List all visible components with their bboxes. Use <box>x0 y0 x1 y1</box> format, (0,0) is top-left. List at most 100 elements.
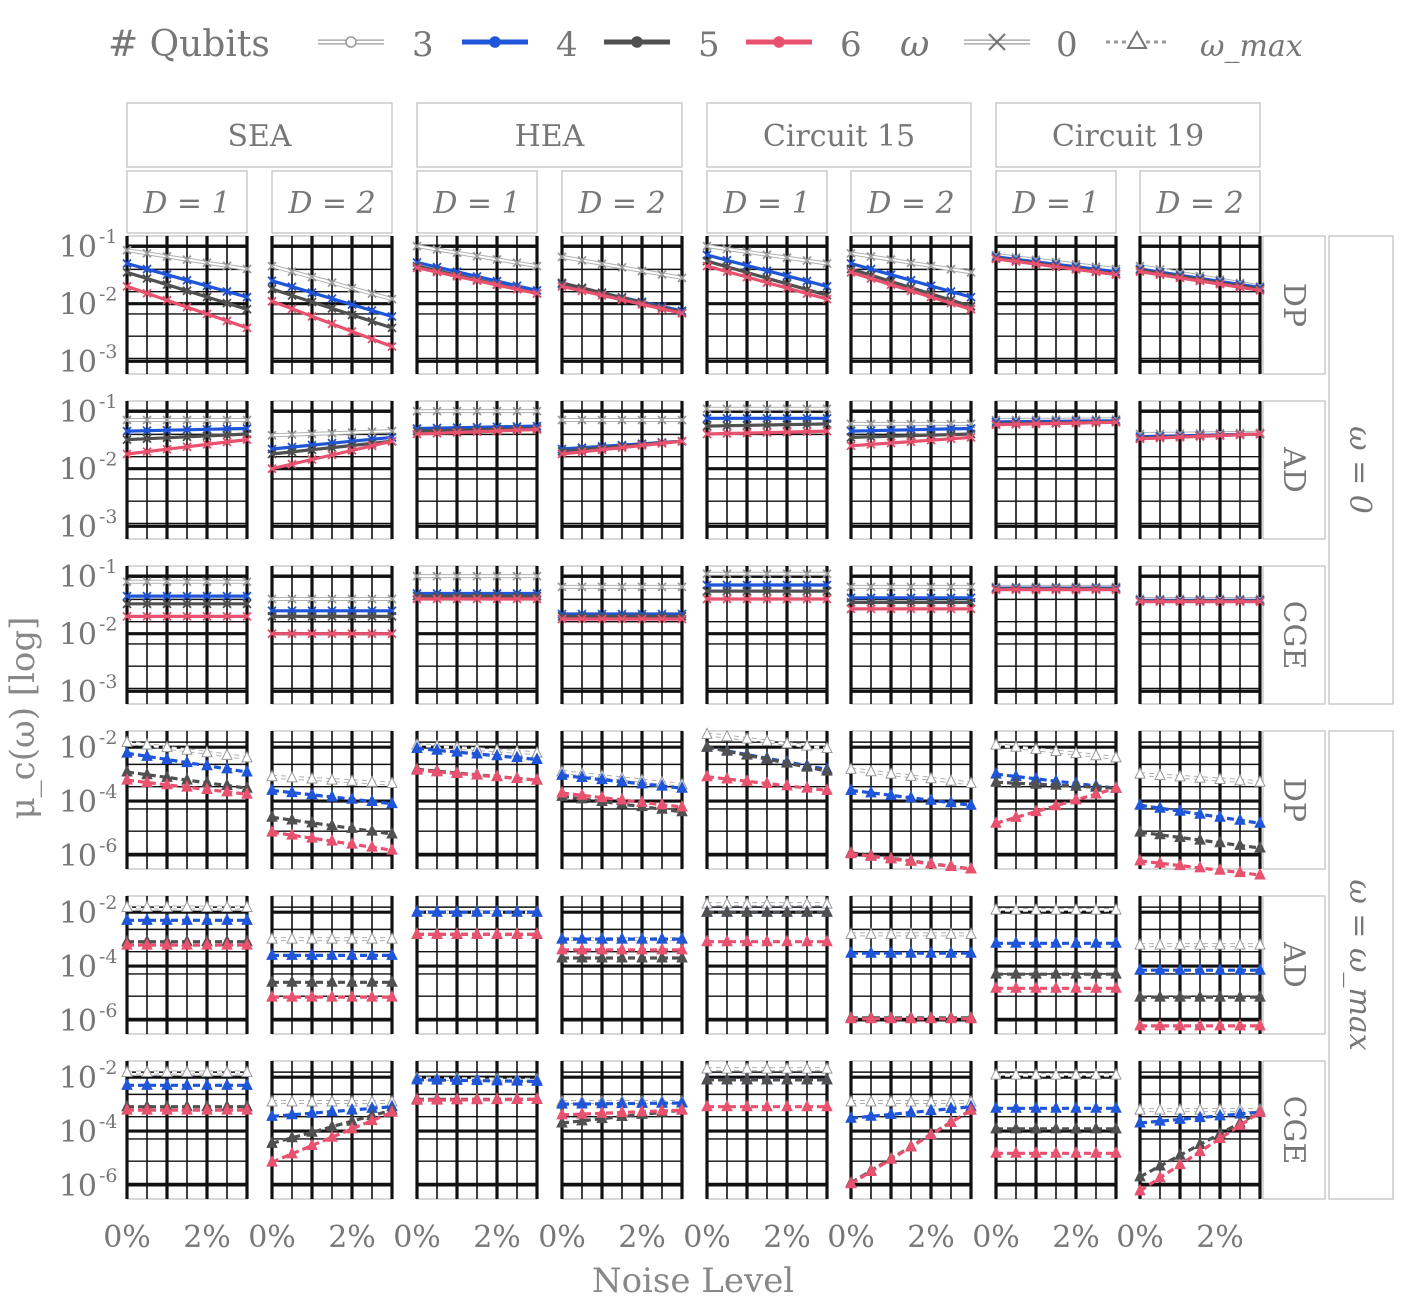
data-point <box>822 294 832 304</box>
data-point <box>1111 585 1121 595</box>
data-point <box>677 308 687 318</box>
y-tick-base: 10 <box>59 1004 97 1039</box>
data-point <box>1134 767 1146 779</box>
data-point <box>1235 430 1245 440</box>
data-point <box>1134 825 1146 837</box>
data-point <box>1050 902 1062 915</box>
data-point <box>991 585 1001 595</box>
data-point <box>966 304 976 314</box>
data-point <box>1134 1102 1146 1115</box>
legend-label: 3 <box>412 25 434 65</box>
strip-label: ω = 0 <box>1342 426 1377 514</box>
data-point <box>782 283 792 293</box>
series-qubits-4 <box>1134 963 1266 975</box>
data-point <box>452 248 462 258</box>
data-point <box>945 795 957 808</box>
data-point <box>181 1078 193 1090</box>
data-point <box>472 427 482 437</box>
series-qubits-6 <box>267 296 397 352</box>
strip-noise-4: AD <box>1262 895 1326 1035</box>
y-tick-base: 10 <box>59 288 97 323</box>
data-point <box>287 629 297 639</box>
data-point <box>701 769 713 782</box>
legend-label: 0 <box>1056 25 1078 65</box>
data-point <box>1174 858 1186 871</box>
series-qubits-3 <box>702 241 832 269</box>
data-point <box>846 582 856 592</box>
data-point <box>472 594 482 604</box>
data-point <box>1090 786 1102 799</box>
y-tick-exponent: -4 <box>99 1111 118 1133</box>
strip-box <box>706 170 828 234</box>
data-point <box>386 796 398 809</box>
data-point <box>201 758 213 771</box>
data-point <box>327 629 337 639</box>
data-point <box>781 934 793 947</box>
data-point <box>266 810 278 822</box>
data-point <box>121 913 133 925</box>
data-point <box>802 569 812 579</box>
data-point <box>162 611 172 621</box>
data-point <box>1215 431 1225 441</box>
data-point <box>722 421 732 431</box>
data-point <box>886 270 896 280</box>
data-point <box>286 975 298 987</box>
data-point <box>181 913 193 925</box>
data-point <box>1070 779 1082 791</box>
data-point <box>636 776 648 789</box>
data-point <box>801 1072 813 1085</box>
data-point <box>452 427 462 438</box>
data-point <box>656 797 668 810</box>
data-point <box>221 1102 233 1115</box>
data-point <box>267 449 277 459</box>
data-point <box>1071 264 1081 275</box>
data-point <box>676 942 688 955</box>
y-tick-exponent: -2 <box>99 614 118 636</box>
y-tick-base: 10 <box>59 395 97 430</box>
y-tick-label: 10 -6 <box>59 1000 118 1039</box>
data-point <box>287 447 297 457</box>
series-qubits-5 <box>266 975 398 987</box>
data-point <box>366 824 378 836</box>
x-tick-label: 0% <box>538 1220 586 1255</box>
data-point <box>702 421 712 431</box>
data-point <box>597 445 607 455</box>
data-point <box>556 1107 568 1120</box>
series-qubits-3 <box>122 577 252 587</box>
y-tick-label: 10 -4 <box>59 946 118 985</box>
data-point <box>471 905 483 917</box>
data-point <box>122 281 132 291</box>
series-qubits-4 <box>1134 1105 1266 1128</box>
strip-box <box>416 170 538 234</box>
panel-DP_max-HEA_2 <box>556 730 688 870</box>
data-point <box>761 1099 773 1112</box>
series-qubits-6 <box>411 763 543 785</box>
legend-marker <box>1126 29 1148 49</box>
strip-depth-2: D = 1 <box>416 170 538 234</box>
data-point <box>702 404 712 414</box>
data-point <box>1234 937 1246 950</box>
data-point <box>347 629 357 639</box>
data-point <box>885 946 897 958</box>
data-point <box>905 927 917 939</box>
data-point <box>162 270 172 280</box>
data-point <box>1050 967 1062 979</box>
data-point <box>722 266 732 277</box>
data-point <box>1175 432 1185 442</box>
data-point <box>286 1107 298 1120</box>
data-point <box>367 288 377 299</box>
data-point <box>945 1115 957 1127</box>
data-point <box>781 1099 793 1112</box>
data-point <box>597 415 607 425</box>
panel-DP_0-C15_1 <box>702 235 832 375</box>
series-qubits-4 <box>121 1078 253 1090</box>
data-point <box>1194 860 1206 873</box>
data-point <box>1050 798 1062 811</box>
data-point <box>432 267 442 277</box>
data-point <box>990 902 1002 915</box>
data-point <box>1070 967 1082 979</box>
data-point <box>925 771 937 784</box>
data-point <box>905 1105 917 1117</box>
data-point <box>741 905 753 917</box>
data-point <box>307 272 317 282</box>
